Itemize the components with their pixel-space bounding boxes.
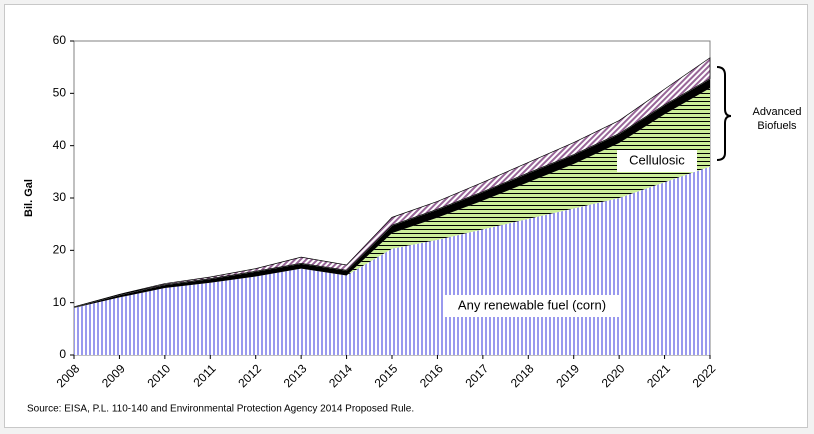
y-tick-label: 50 bbox=[53, 86, 67, 100]
series-label: Cellulosic bbox=[629, 152, 685, 167]
area bbox=[74, 88, 710, 308]
series-label: Any renewable fuel (corn) bbox=[458, 297, 606, 312]
y-tick-label: 20 bbox=[53, 243, 67, 257]
area bbox=[73, 57, 711, 308]
bracket bbox=[716, 66, 732, 161]
y-tick-label: 40 bbox=[53, 138, 67, 152]
label-box bbox=[443, 295, 621, 317]
y-tick-label: 10 bbox=[53, 295, 67, 309]
x-tick-label: 2008 bbox=[54, 361, 83, 390]
source-note: Source: EISA, P.L. 110-140 and Environme… bbox=[27, 404, 414, 415]
label-box bbox=[617, 150, 697, 172]
x-tick-label: 2013 bbox=[281, 361, 310, 390]
x-tick-label: 2022 bbox=[690, 361, 719, 390]
x-tick-label: 2020 bbox=[599, 361, 628, 390]
x-tick-label: 2012 bbox=[235, 361, 264, 390]
x-tick-label: 2011 bbox=[190, 361, 218, 389]
x-tick-label: 2010 bbox=[144, 361, 173, 390]
x-tick-label: 2018 bbox=[508, 361, 537, 390]
annotation: Advanced Biofuels bbox=[752, 106, 802, 132]
x-tick-label: 2021 bbox=[644, 361, 673, 390]
x-tick-label: 2019 bbox=[553, 361, 582, 390]
x-tick-label: 2016 bbox=[417, 361, 446, 390]
y-axis-label: Bil. Gal bbox=[23, 179, 35, 217]
x-tick-label: 2015 bbox=[372, 361, 401, 390]
y-tick-label: 30 bbox=[53, 190, 67, 204]
x-tick-label: 2017 bbox=[462, 361, 491, 390]
x-tick-label: 2014 bbox=[326, 361, 355, 390]
y-tick-label: 60 bbox=[53, 33, 67, 47]
chart-frame: Bil. Gal Source: EISA, P.L. 110-140 and … bbox=[4, 4, 808, 428]
y-tick-label: 0 bbox=[59, 347, 66, 361]
x-tick-label: 2009 bbox=[99, 361, 128, 390]
chart: Bil. Gal Source: EISA, P.L. 110-140 and … bbox=[23, 33, 732, 415]
